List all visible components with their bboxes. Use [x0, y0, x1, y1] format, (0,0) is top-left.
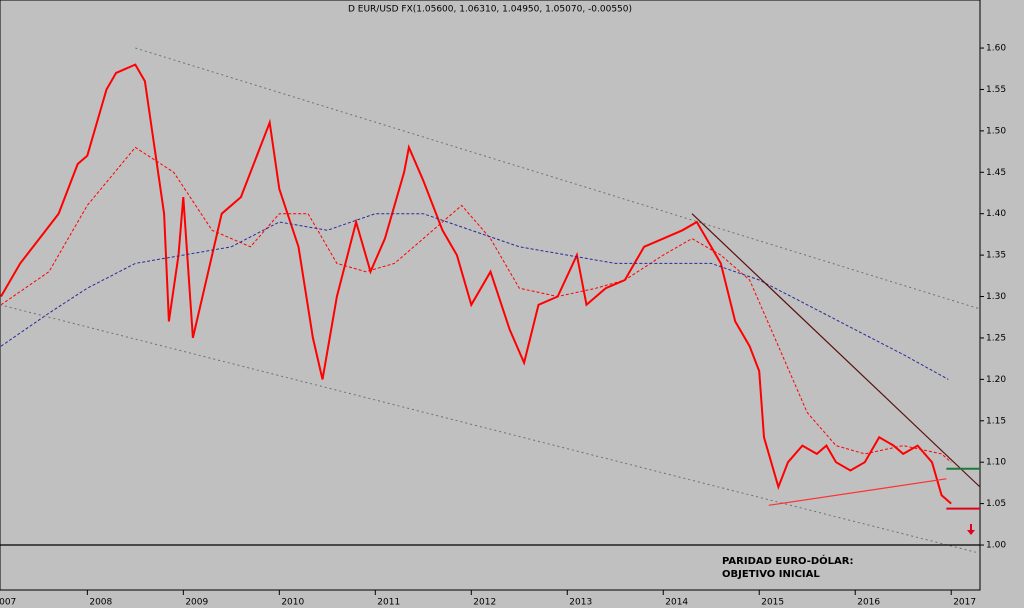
y-tick-label: 1.40	[986, 209, 1006, 219]
y-tick-label: 1.35	[986, 251, 1006, 261]
plot-area	[0, 0, 981, 591]
x-tick-label: 2017	[953, 598, 976, 608]
series-line	[0, 63, 952, 505]
y-tick-label: 1.05	[986, 499, 1006, 509]
x-tick-label: 2016	[857, 598, 880, 608]
x-tick-label: 2009	[185, 598, 208, 608]
y-tick-label: 1.50	[986, 126, 1006, 136]
x-tick-label: 2012	[473, 598, 496, 608]
y-tick-label: 1.45	[986, 168, 1006, 178]
x-tick-label: 2015	[761, 598, 784, 608]
x-tick-label: 2007	[0, 598, 16, 608]
y-tick-label: 1.60	[986, 44, 1006, 54]
x-tick-label: 2008	[89, 598, 112, 608]
annotation: PARIDAD EURO-DÓLAR:	[722, 554, 854, 567]
series-line	[0, 304, 981, 554]
y-tick-label: 1.25	[986, 333, 1006, 343]
y-tick-label: 1.15	[986, 416, 1006, 426]
series-line	[0, 213, 949, 380]
y-tick-label: 1.10	[986, 458, 1006, 468]
series-line	[691, 213, 981, 488]
y-tick-label: 1.30	[986, 292, 1006, 302]
chart-title: D EUR/USD FX(1.05600, 1.06310, 1.04950, …	[348, 5, 632, 15]
y-tick-label: 1.55	[986, 85, 1006, 95]
x-tick-label: 2010	[281, 598, 304, 608]
annotation: OBJETIVO INICIAL	[722, 569, 820, 580]
y-tick-label: 1.20	[986, 375, 1006, 385]
x-tick-label: 2011	[377, 598, 400, 608]
y-tick-label: 1.00	[986, 541, 1006, 551]
series-line	[768, 478, 947, 506]
series-line	[135, 47, 981, 310]
arrow-icon	[967, 524, 975, 535]
x-tick-label: 2014	[665, 598, 688, 608]
x-tick-label: 2013	[569, 598, 592, 608]
series-line	[0, 146, 952, 463]
